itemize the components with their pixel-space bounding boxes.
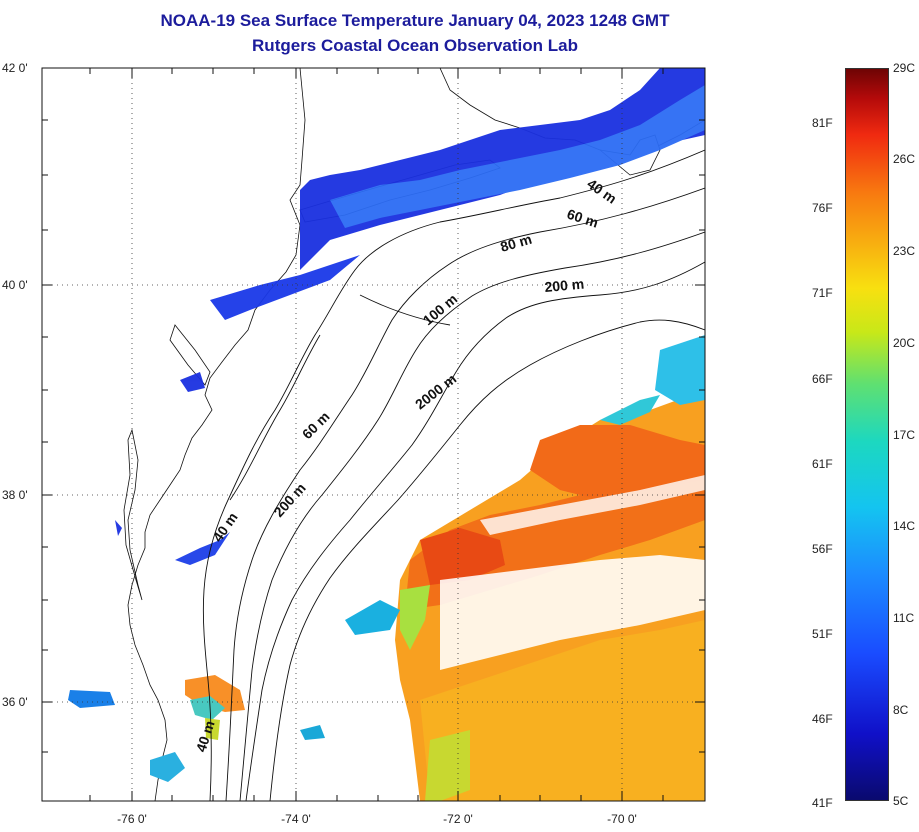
delaware-bay [169, 324, 211, 386]
colorbar-fahrenheit-label: 81F [812, 116, 833, 130]
sst-cold-water [115, 68, 705, 565]
colorbar-fahrenheit-label: 76F [812, 201, 833, 215]
colorbar-celsius-label: 29C [893, 61, 916, 75]
sst-warm-water [345, 335, 705, 801]
isobath-label: 80 m [498, 231, 533, 255]
map-subtitle: Rutgers Coastal Ocean Observation Lab [252, 36, 578, 55]
chesapeake-bay [123, 428, 143, 601]
map-title: NOAA-19 Sea Surface Temperature January … [160, 11, 670, 30]
latitude-label: 40 0' [2, 278, 28, 292]
longitude-label: -70 0' [607, 812, 637, 826]
isobath-label: 60 m [565, 206, 600, 231]
colorbar-celsius-label: 20C [893, 336, 916, 350]
colorbar-fahrenheit-label: 56F [812, 542, 833, 556]
colorbar-celsius-label: 17C [893, 428, 916, 442]
latitude-label: 38 0' [2, 488, 28, 502]
isobath-label: 2000 m [412, 371, 459, 413]
longitude-label: -76 0' [117, 812, 147, 826]
isobath-contours [202, 149, 705, 801]
colorbar-fahrenheit-label: 46F [812, 712, 833, 726]
longitude-label: -74 0' [281, 812, 311, 826]
graticule [42, 68, 705, 801]
colorbar-celsius-label: 14C [893, 519, 916, 533]
temperature-colorbar [845, 68, 889, 801]
isobath-label: 40 m [209, 509, 240, 544]
latitude-label: 42 0' [2, 61, 28, 75]
colorbar-fahrenheit-label: 66F [812, 372, 833, 386]
colorbar-fahrenheit-label: 51F [812, 627, 833, 641]
colorbar-fahrenheit-label: 41F [812, 796, 833, 810]
isobath-label: 100 m [420, 291, 461, 329]
longitude-label: -72 0' [443, 812, 473, 826]
colorbar-celsius-label: 5C [893, 794, 909, 808]
isobath-label: 60 m [299, 408, 333, 442]
colorbar-celsius-label: 26C [893, 152, 916, 166]
axis-ticks [42, 68, 705, 801]
sst-coastal-patches [68, 675, 325, 782]
latitude-label: 36 0' [2, 695, 28, 709]
isobath-label: 200 m [544, 276, 585, 295]
map-content: 40 m 60 m 80 m 200 m 100 m 2000 m 60 m 2… [42, 68, 705, 801]
colorbar-celsius-label: 23C [893, 244, 916, 258]
isobath-label: 40 m [584, 175, 619, 206]
colorbar-celsius-label: 11C [893, 611, 915, 625]
coastline [42, 68, 306, 801]
colorbar-fahrenheit-label: 61F [812, 457, 833, 471]
colorbar-celsius-label: 8C [893, 703, 909, 717]
colorbar-fahrenheit-label: 71F [812, 286, 833, 300]
map-frame [41, 67, 706, 802]
